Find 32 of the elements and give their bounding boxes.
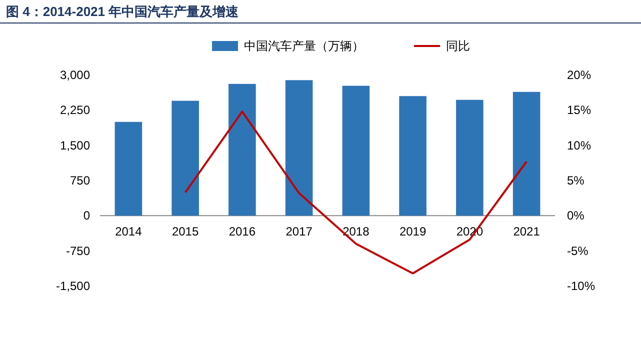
y2-tick-label: -10% xyxy=(567,279,596,293)
y2-tick-label: 5% xyxy=(567,174,585,188)
bar xyxy=(114,122,142,216)
legend-label: 同比 xyxy=(446,39,470,53)
x-tick-label: 2021 xyxy=(513,224,540,239)
x-tick-label: 2014 xyxy=(115,224,142,239)
legend-label: 中国汽车产量（万辆） xyxy=(244,39,364,53)
x-tick-label: 2017 xyxy=(286,224,313,239)
x-tick-label: 2018 xyxy=(342,224,370,239)
y-tick-label: 2,250 xyxy=(60,103,90,118)
bar xyxy=(172,100,199,216)
y2-tick-label: -5% xyxy=(567,244,589,258)
y-tick-label: 3,000 xyxy=(60,68,90,82)
x-tick-label: 2015 xyxy=(172,224,199,239)
chart-title: 图 4：2014-2021 年中国汽车产量及增速 xyxy=(6,4,240,19)
y2-tick-label: 10% xyxy=(567,138,592,152)
y2-tick-label: 0% xyxy=(567,208,585,223)
bar xyxy=(456,100,484,216)
y-tick-label: -750 xyxy=(66,244,90,258)
x-tick-label: 2019 xyxy=(399,224,426,239)
y-tick-label: 0 xyxy=(83,208,90,223)
y-tick-label: -1,500 xyxy=(56,279,90,293)
bar xyxy=(228,84,256,216)
y-tick-label: 750 xyxy=(70,174,90,188)
bar xyxy=(399,96,426,216)
bar xyxy=(285,80,313,216)
bar xyxy=(512,92,540,216)
y-tick-label: 1,500 xyxy=(60,138,90,152)
y2-tick-label: 15% xyxy=(567,103,592,118)
bar xyxy=(342,86,370,216)
x-tick-label: 2016 xyxy=(228,224,256,239)
y2-tick-label: 20% xyxy=(567,68,592,82)
